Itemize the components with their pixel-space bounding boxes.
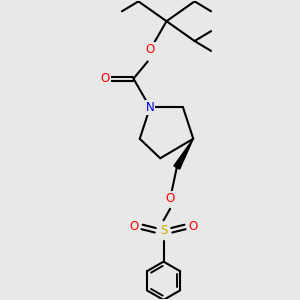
Text: S: S [160,224,167,237]
Text: O: O [166,192,175,206]
Text: O: O [129,220,138,233]
Text: O: O [101,72,110,85]
Text: O: O [146,44,154,56]
Text: N: N [146,101,154,114]
Text: O: O [189,220,198,233]
Polygon shape [174,139,193,169]
